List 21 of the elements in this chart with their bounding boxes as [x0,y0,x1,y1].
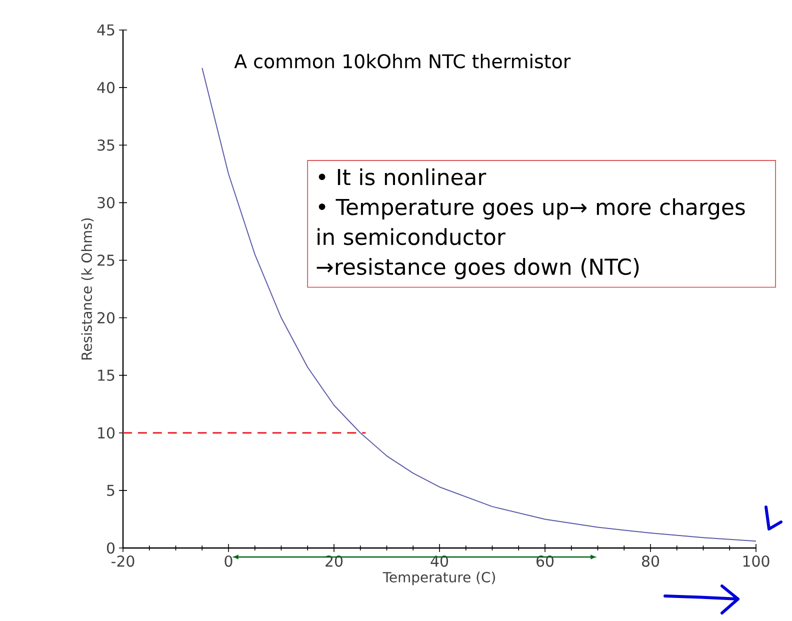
x-tick-label: 0 [224,556,232,567]
y-tick-label: 35 [98,139,114,151]
x-axis-title: Temperature (C) [382,572,495,586]
y-tick-label: 15 [98,370,114,381]
y-tick-label: 10 [98,427,114,439]
x-tick-label: 80 [642,556,660,567]
y-tick-label: 30 [98,197,114,208]
annotation: A common 10kOhm NTC thermistor [234,54,571,68]
y-tick-label: 20 [98,312,114,324]
x-tick-label: -20 [112,556,134,567]
annotation: • It is nonlinear [318,168,486,186]
annotation: →resistance goes down (NTC) [316,258,639,280]
x-tick-label: 100 [743,556,770,567]
annotation: • Temperature goes up→ more charges in semiconductor [318,198,745,246]
y-tick-label: 0 [106,542,115,554]
y-tick-label: 40 [97,82,114,94]
y-tick-label: 45 [97,24,114,36]
line-series [202,67,757,542]
y-axis-title: Resistance (k Ohms) [81,218,94,360]
y-tick-label: 25 [98,254,114,266]
y-tick-label: 5 [107,484,114,496]
